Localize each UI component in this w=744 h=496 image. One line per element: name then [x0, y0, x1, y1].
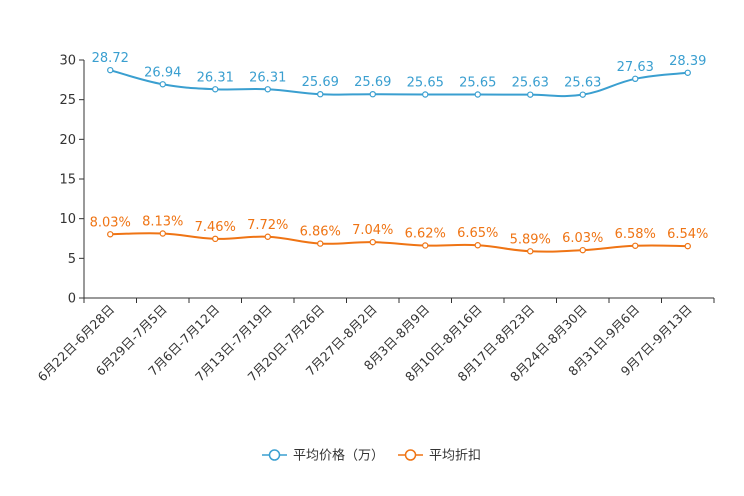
data-label: 25.63 [564, 76, 601, 91]
series-line [109, 69, 688, 98]
data-point [474, 91, 481, 98]
data-point [317, 240, 324, 247]
data-label: 25.63 [512, 76, 549, 91]
data-point [474, 242, 481, 249]
data-point [579, 246, 586, 254]
legend-label: 平均价格（万） [293, 448, 384, 464]
legend-item-avg-discount: 平均折扣 [398, 449, 481, 464]
data-label: 8.03% [90, 215, 131, 230]
y-tick-label: 20 [59, 133, 76, 148]
data-point [212, 86, 219, 93]
legend-marker [268, 449, 281, 461]
y-tick-label: 25 [59, 93, 76, 108]
y-tick-label: 30 [59, 54, 76, 69]
data-point [369, 90, 376, 98]
data-point [212, 235, 219, 243]
y-tick-label: 15 [59, 173, 76, 188]
data-label: 7.72% [247, 218, 288, 233]
data-point [684, 242, 691, 250]
data-label: 6.65% [457, 226, 498, 241]
data-point [422, 91, 429, 98]
data-label: 6.86% [300, 225, 341, 240]
data-label: 25.65 [459, 76, 496, 91]
data-label: 8.13% [142, 215, 183, 230]
data-label: 6.62% [405, 226, 446, 241]
data-point [579, 91, 586, 98]
data-point [632, 242, 639, 249]
data-point [527, 91, 534, 98]
data-point [369, 238, 376, 246]
data-point [159, 230, 166, 237]
data-point [107, 231, 114, 238]
legend: 平均价格（万） 平均折扣 [262, 448, 481, 464]
data-label: 7.04% [352, 223, 393, 238]
data-point [422, 242, 429, 249]
data-point [264, 233, 271, 240]
data-point [317, 90, 324, 98]
data-label: 26.31 [197, 70, 234, 85]
series-avg-price: 28.72 26.94 26.31 26.31 25.69 25.69 25.65 25.65… [92, 51, 706, 98]
data-point [632, 75, 639, 83]
data-label: 26.31 [249, 70, 286, 85]
data-label: 25.65 [407, 76, 444, 91]
legend-item-avg-price: 平均价格（万） [262, 448, 384, 464]
legend-label: 平均折扣 [429, 449, 481, 464]
data-label: 26.94 [144, 65, 181, 80]
data-point [107, 66, 114, 74]
data-point [159, 81, 166, 88]
data-label: 5.89% [510, 232, 551, 247]
series-line [110, 232, 688, 253]
y-tick-label: 10 [59, 212, 76, 227]
data-point [684, 69, 691, 76]
data-label: 6.03% [562, 231, 603, 246]
data-label: 28.39 [669, 54, 706, 69]
axes: 0510152025306月22日-6月28日6月29日-7月5日7月6日-7月… [34, 54, 715, 384]
data-label: 25.69 [302, 75, 339, 90]
data-label: 28.72 [92, 51, 129, 66]
data-point [264, 86, 271, 93]
y-tick-label: 0 [68, 292, 76, 307]
data-label: 27.63 [617, 60, 654, 75]
series-layer: 28.72 26.94 26.31 26.31 25.69 25.69 25.65 25.65… [90, 51, 708, 255]
data-point [527, 248, 534, 255]
legend-marker [404, 449, 417, 461]
y-tick-label: 5 [68, 252, 76, 267]
data-label: 7.46% [195, 220, 236, 235]
data-label: 6.54% [667, 227, 708, 242]
series-avg-discount: 8.03% 8.13% 7.46% 7.72% 6.86% 7.04% 6.62% 6.65%… [90, 215, 708, 255]
data-label: 25.69 [354, 75, 391, 90]
data-label: 6.58% [615, 227, 656, 242]
